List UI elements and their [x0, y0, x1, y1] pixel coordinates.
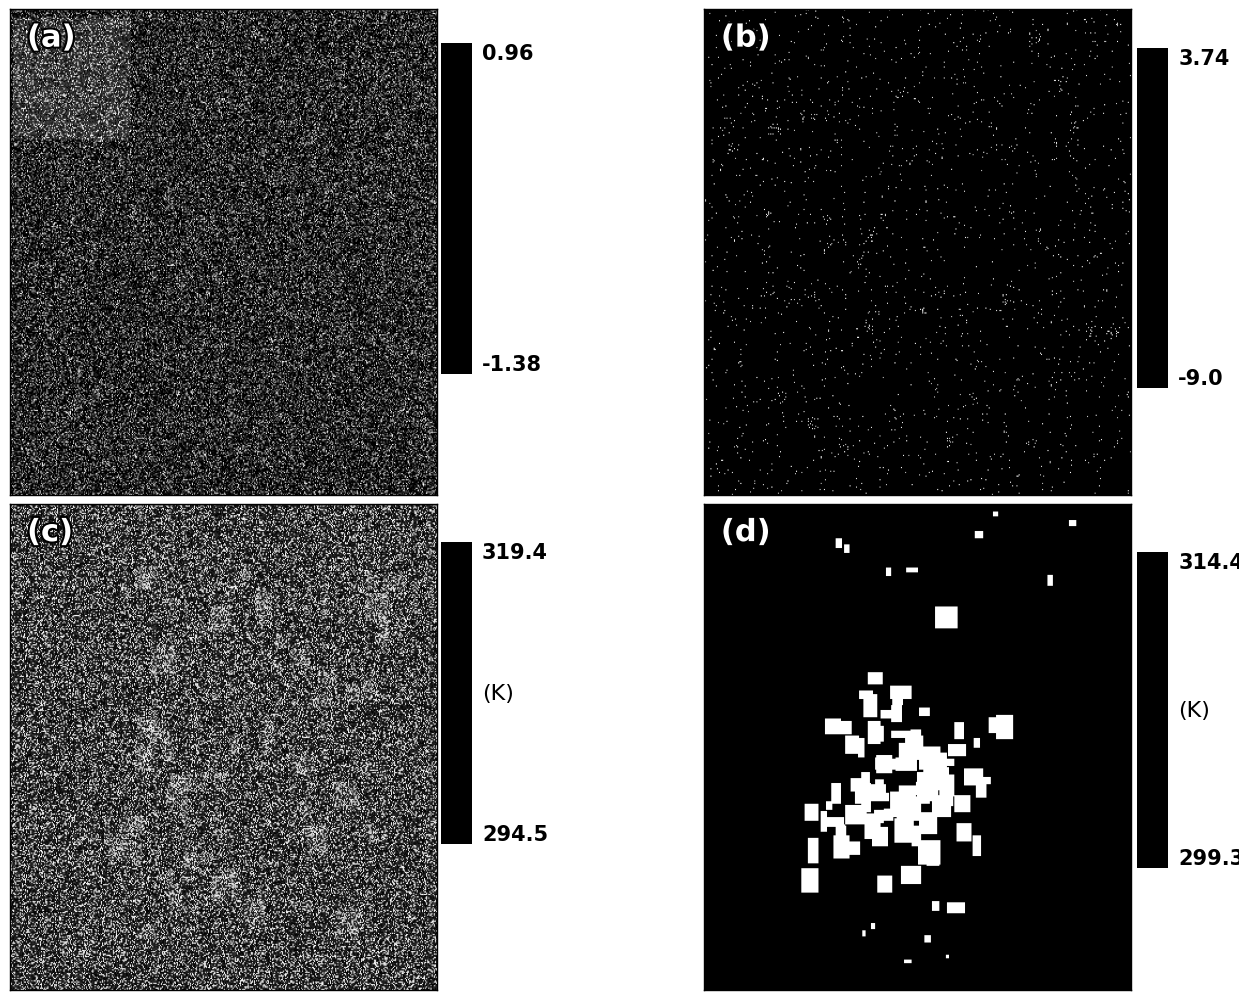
Text: 0.96: 0.96: [482, 44, 534, 64]
Text: (K): (K): [482, 683, 514, 703]
Text: 294.5: 294.5: [482, 825, 548, 844]
Text: 319.4: 319.4: [482, 543, 548, 563]
Text: (c): (c): [27, 519, 73, 547]
Text: (d): (d): [721, 519, 771, 547]
Text: (a): (a): [27, 25, 76, 53]
Text: 3.74: 3.74: [1178, 49, 1229, 69]
Text: 314.4: 314.4: [1178, 553, 1239, 572]
Text: -1.38: -1.38: [482, 355, 541, 375]
Text: 299.36: 299.36: [1178, 849, 1239, 869]
Text: -9.0: -9.0: [1178, 369, 1224, 389]
Text: (K): (K): [1178, 700, 1211, 720]
Text: (b): (b): [721, 25, 771, 53]
